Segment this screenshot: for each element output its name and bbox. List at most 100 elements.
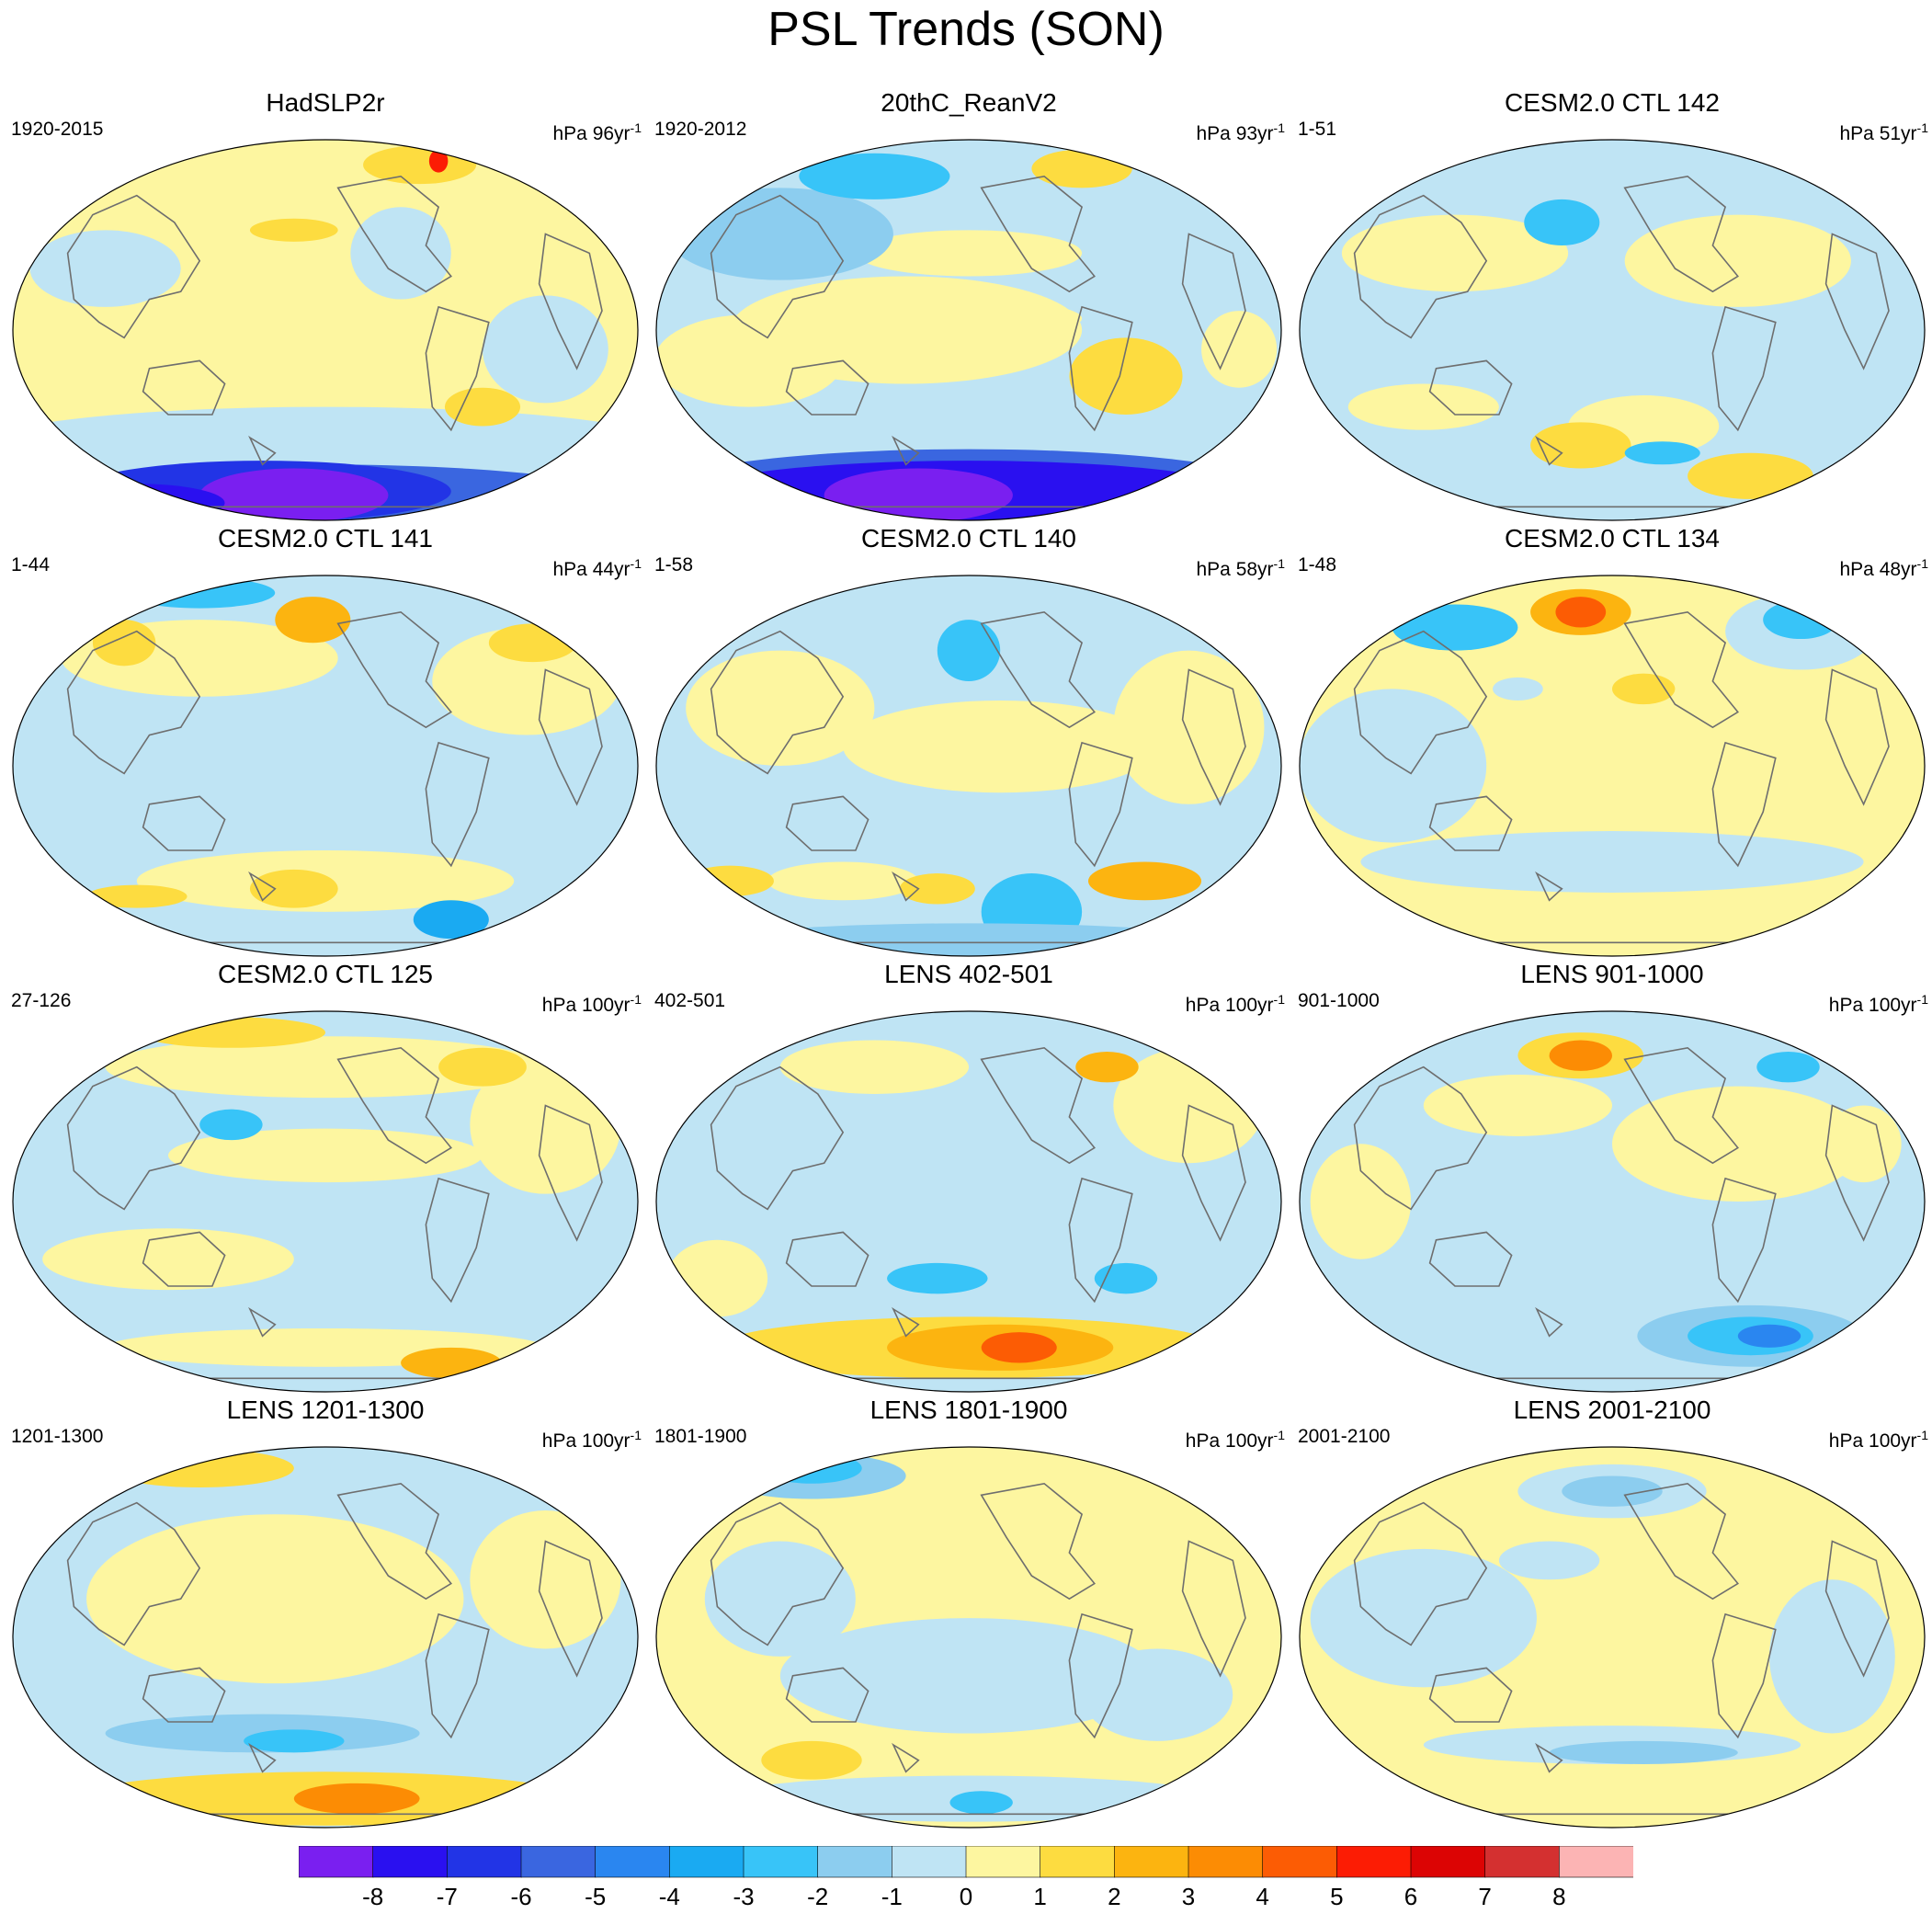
units-rate: 100yr (1225, 1430, 1274, 1452)
units-prefix: hPa (1185, 995, 1221, 1016)
units-prefix: hPa (1839, 559, 1874, 580)
coastline (1353, 1065, 1488, 1211)
trend-contour-region (1094, 1262, 1158, 1294)
colorbar-tick-label: 3 (1181, 1883, 1196, 1910)
colorbar-swatch (1410, 1846, 1486, 1878)
trend-contour-region (199, 468, 389, 520)
coastline (425, 1612, 490, 1739)
robinson-map (12, 1446, 639, 1829)
map-border (655, 1010, 1282, 1393)
trend-contour-region (49, 484, 225, 520)
colorbar-swatch (743, 1846, 819, 1878)
trend-contour-region (1082, 1648, 1233, 1741)
coastline (1824, 1104, 1890, 1242)
trend-contour-region (168, 1128, 483, 1183)
trend-contour-region (937, 620, 1001, 682)
coastline (1428, 1667, 1513, 1723)
trend-contour-region (1737, 1324, 1801, 1348)
trend-contour-region (1341, 214, 1569, 292)
map-panel: CESM2.0 CTL 142 1-51 hPa 51yr-1 (1290, 88, 1932, 521)
trend-contour-region (1031, 149, 1132, 188)
coastline (336, 175, 453, 293)
colorbar-tick-label: 7 (1478, 1883, 1492, 1910)
coastline (66, 194, 201, 339)
trend-contour-region (124, 577, 276, 609)
units-rate: 100yr (1869, 995, 1917, 1016)
panel-period: 1801-1900 (654, 1426, 747, 1447)
trend-contour-region (1612, 1086, 1864, 1202)
trend-contour-region (1524, 199, 1600, 246)
map-panel: LENS 1201-1300 1201-1300 hPa 100yr-1 (4, 1396, 647, 1829)
panel-period: 2001-2100 (1298, 1426, 1391, 1447)
robinson-map (12, 575, 639, 957)
trend-contour-region (779, 1618, 1158, 1734)
colorbar-swatch (817, 1846, 893, 1878)
trend-contour-region (1113, 650, 1265, 804)
map-panel: LENS 2001-2100 2001-2100 hPa 100yr-1 (1290, 1396, 1932, 1829)
trend-contour-region (438, 1047, 527, 1087)
panel-period: 1920-2012 (654, 119, 747, 140)
trend-contour-region (249, 869, 338, 908)
coastline (1623, 1046, 1740, 1165)
trend-contour-region (1769, 1579, 1895, 1734)
panel-title: 20thC_ReanV2 (881, 88, 1057, 117)
coastline (336, 1046, 453, 1165)
map-panel: LENS 1801-1900 1801-1900 hPa 100yr-1 (647, 1396, 1290, 1829)
units-rate: 58yr (1235, 559, 1274, 580)
panel-units: hPa 100yr-1 (1186, 1423, 1285, 1453)
panel-units: hPa 100yr-1 (542, 987, 642, 1018)
colorbar-tick-label: 0 (959, 1883, 973, 1910)
panel-units: hPa 93yr-1 (1196, 116, 1285, 146)
colorbar-swatch (299, 1846, 374, 1878)
units-prefix: hPa (1185, 1430, 1221, 1452)
trend-contour-region (363, 145, 477, 185)
coastline (892, 1742, 920, 1773)
trend-contour-region (1347, 383, 1499, 430)
panel-title: LENS 2001-2100 (1513, 1396, 1711, 1424)
coastline (1711, 305, 1777, 432)
units-prefix: hPa (1828, 995, 1864, 1016)
colorbar-swatch (520, 1846, 597, 1878)
colorbar-tick-label: -3 (733, 1883, 755, 1910)
panel-units: hPa 51yr-1 (1839, 116, 1928, 146)
map-border (12, 575, 639, 957)
trend-contour-region (1825, 1105, 1902, 1183)
coastline (1428, 1231, 1513, 1287)
coastline (785, 1231, 869, 1287)
trend-contour-region (843, 700, 1158, 793)
trend-contour-region (105, 1036, 546, 1099)
coastline (892, 871, 920, 902)
coastline (1181, 668, 1246, 806)
coastline (892, 435, 920, 466)
coastline (1824, 233, 1890, 370)
coastline (1711, 741, 1777, 868)
robinson-map (655, 139, 1282, 521)
panel-period: 1-51 (1298, 119, 1337, 140)
panel-units: hPa 44yr-1 (552, 552, 642, 582)
coastline (142, 795, 226, 851)
panel-period: 1-48 (1298, 554, 1337, 575)
trend-contour-region (656, 314, 844, 407)
map-panel: CESM2.0 CTL 141 1-44 hPa 44yr-1 (4, 524, 647, 957)
colorbar-swatch (1114, 1846, 1189, 1878)
trend-contour-region (1300, 689, 1487, 843)
coastline (710, 194, 845, 339)
trend-contour-region (470, 1510, 621, 1649)
trend-contour-region (855, 230, 1083, 277)
coastline (142, 1231, 226, 1287)
trend-contour-region (666, 1239, 768, 1317)
trend-contour-region (444, 387, 521, 427)
coastline (1353, 630, 1488, 775)
coastline (538, 668, 603, 806)
units-exponent: -1 (1273, 120, 1285, 135)
units-exponent: -1 (630, 1428, 642, 1442)
coastline (425, 305, 490, 432)
trend-contour-region (887, 1262, 988, 1294)
colorbar-swatch (595, 1846, 671, 1878)
coastline (1535, 435, 1563, 466)
colorbar-tick-label: -2 (807, 1883, 829, 1910)
trend-contour-region (293, 1783, 420, 1815)
colorbar-tick-label: 6 (1404, 1883, 1418, 1910)
colorbar-tick-label: 8 (1552, 1883, 1566, 1910)
coastline (1068, 1177, 1133, 1304)
